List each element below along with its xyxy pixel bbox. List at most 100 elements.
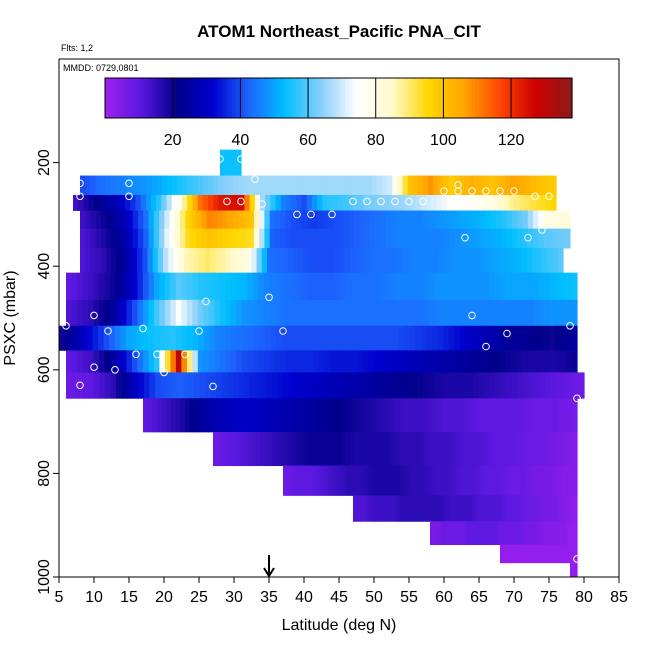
heatmap-cell — [525, 175, 532, 196]
heatmap-cell — [86, 325, 94, 351]
heatmap-cell — [90, 175, 96, 196]
heatmap-cell — [427, 210, 434, 230]
colorbar-segment — [251, 78, 256, 118]
heatmap-cell — [243, 175, 250, 196]
heatmap-cell — [114, 325, 121, 351]
heatmap-cell — [428, 175, 434, 196]
heatmap-cell — [533, 350, 540, 373]
heatmap-cell — [164, 325, 171, 351]
heatmap-cell — [453, 248, 460, 274]
heatmap-cell — [368, 350, 375, 373]
heatmap-cell — [471, 431, 476, 467]
colorbar-segment — [358, 78, 363, 118]
heatmap-cell — [555, 495, 559, 522]
heatmap-cell — [368, 299, 375, 327]
heatmap-cell — [306, 210, 313, 230]
heatmap-cell — [266, 248, 273, 274]
observation-point — [440, 187, 448, 195]
colorbar-segment — [558, 78, 563, 118]
colorbar-segment — [205, 78, 210, 118]
heatmap-cell — [385, 210, 392, 230]
heatmap-cell — [504, 325, 511, 351]
heatmap-cell — [405, 372, 412, 399]
heatmap-cell — [389, 431, 394, 467]
heatmap-cell — [560, 350, 567, 373]
colorbar-segment — [301, 78, 306, 118]
heatmap-cell — [537, 431, 543, 467]
heatmap-cell — [81, 325, 88, 351]
colorbar-segment — [408, 78, 413, 118]
heatmap-cell — [280, 194, 287, 211]
heatmap-cell — [357, 431, 363, 467]
heatmap-cell — [330, 465, 335, 496]
heatmap-cell — [455, 398, 461, 433]
heatmap-cell — [203, 398, 209, 433]
heatmap-cell — [443, 210, 450, 230]
heatmap-cell — [475, 431, 480, 467]
heatmap-cell — [263, 431, 269, 467]
heatmap-cell — [227, 372, 234, 399]
heatmap-cell — [539, 544, 542, 564]
heatmap-cell — [194, 248, 201, 274]
heatmap-cell — [351, 350, 358, 373]
heatmap-cell — [330, 431, 335, 467]
heatmap-cell — [478, 272, 485, 301]
heatmap-cell — [159, 210, 165, 230]
heatmap-cell — [322, 210, 329, 230]
heatmap-cell — [428, 299, 435, 327]
heatmap-cell — [450, 299, 457, 327]
colorbar-segment — [385, 78, 390, 118]
heatmap-cell — [390, 398, 396, 433]
heatmap-cell — [516, 521, 520, 546]
heatmap-cell — [258, 350, 265, 373]
heatmap-cell — [159, 350, 166, 373]
heatmap-cell — [490, 248, 497, 274]
heatmap-cell — [194, 372, 201, 399]
heatmap-cell — [126, 248, 133, 274]
heatmap-cell — [365, 248, 372, 274]
heatmap-cell — [119, 194, 126, 211]
heatmap-cell — [422, 210, 429, 230]
observation-point — [125, 179, 133, 188]
heatmap-cell — [438, 228, 445, 249]
heatmap-cell — [111, 228, 118, 249]
heatmap-cell — [241, 350, 248, 373]
heatmap-cell — [550, 521, 553, 546]
heatmap-cell — [396, 228, 402, 249]
observation-point — [153, 350, 161, 359]
heatmap-cell — [527, 299, 534, 327]
heatmap-cell — [126, 350, 133, 373]
heatmap-cell — [370, 325, 378, 351]
heatmap-cell — [504, 495, 508, 522]
heatmap-cell — [137, 272, 144, 301]
heatmap-cell — [542, 248, 549, 274]
heatmap-cell — [124, 194, 131, 211]
heatmap-cell — [520, 521, 523, 546]
heatmap-cell — [292, 398, 298, 433]
heatmap-cell — [283, 465, 287, 496]
heatmap-cell — [164, 299, 171, 327]
heatmap-cell — [248, 431, 253, 467]
heatmap-cell — [503, 544, 506, 564]
heatmap-cell — [540, 194, 547, 211]
heatmap-cell — [415, 495, 419, 522]
heatmap-cell — [467, 431, 472, 467]
heatmap-cell — [186, 350, 193, 373]
heatmap-cell — [573, 521, 577, 546]
heatmap-cell — [546, 544, 549, 564]
colorbar-segment — [531, 78, 536, 118]
heatmap-cell — [566, 350, 573, 373]
heatmap-cell — [348, 398, 354, 433]
heatmap-cell — [542, 544, 546, 564]
heatmap-cell — [299, 372, 307, 399]
heatmap-cell — [560, 272, 567, 301]
colorbar-segment — [355, 78, 360, 118]
heatmap-cell — [558, 521, 561, 546]
heatmap-cell — [500, 272, 507, 301]
y-axis-label: PSXC (mbar) — [2, 270, 19, 365]
heatmap-cell — [343, 325, 350, 351]
heatmap-cell — [142, 299, 150, 327]
heatmap-cell — [157, 398, 163, 433]
heatmap-cell — [469, 228, 476, 249]
heatmap-cell — [557, 248, 564, 274]
